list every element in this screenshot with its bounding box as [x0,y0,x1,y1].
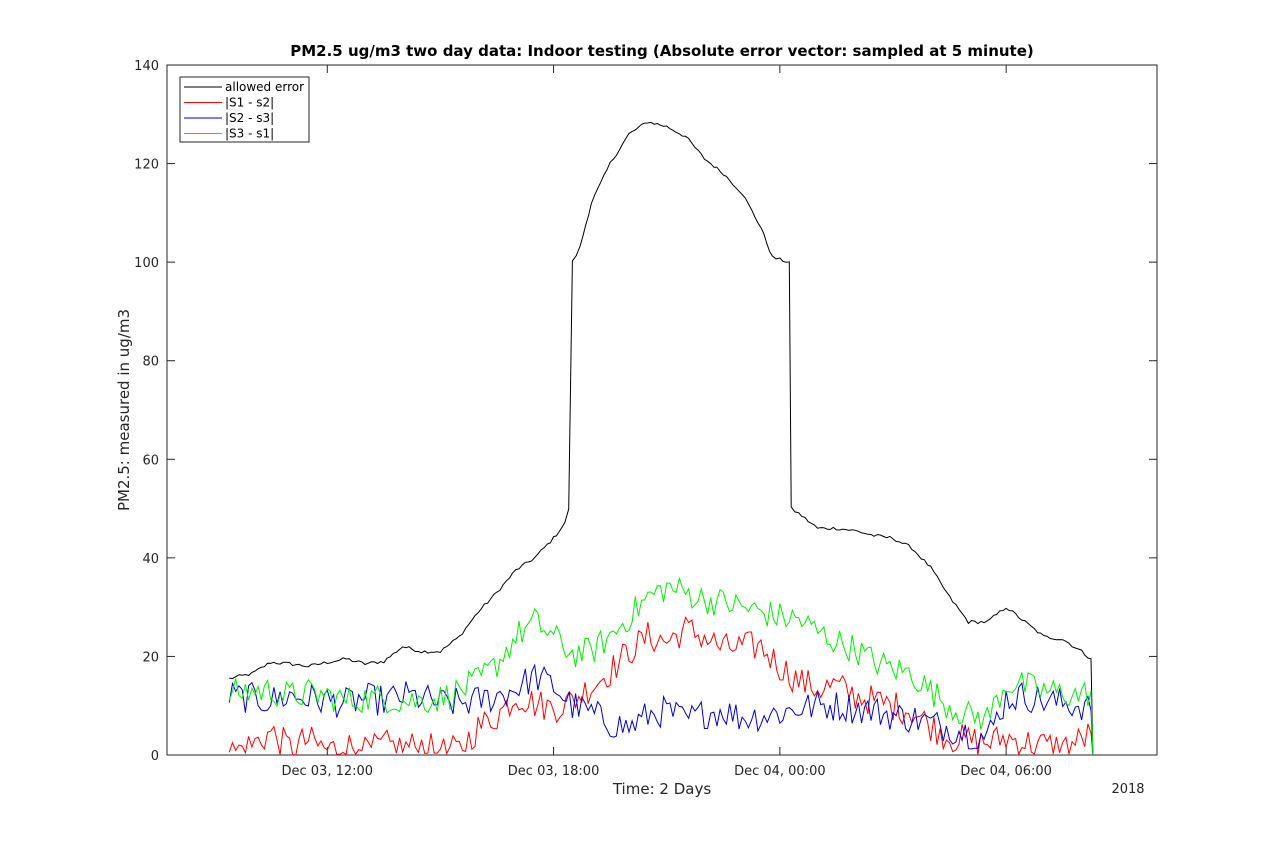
series-line-3 [228,576,1094,756]
axes-box [166,64,1158,756]
plot-area: 0 20 40 60 80 100 120 140 Dec 03, 12:00 Dec 03, 1… [134,59,1158,779]
y-axis-label: PM2.5: measured in ug/m3 [115,309,133,511]
legend-box [179,76,310,143]
y-tick-label: 60 [142,453,159,468]
series-line-2 [228,663,1094,756]
series-line-0 [229,121,1094,756]
y-tick-label: 20 [142,650,159,665]
legend-label: |S1 - s2| [225,96,274,110]
legend-label: |S3 - s1| [225,127,274,141]
legend-label: allowed error [225,80,304,94]
y-tick-label: 80 [142,355,159,370]
x-tick-label: Dec 03, 18:00 [508,764,600,779]
x-axis-label: Time: 2 Days [612,780,711,798]
x-tick-label: Dec 04, 06:00 [960,764,1052,779]
legend: allowed error |S1 - s2||S2 - s3| |S3 - s1| [179,76,310,143]
series-line-1 [228,616,1094,757]
x-axis-year-label: 2018 [1111,782,1144,797]
x-tick-label: Dec 03, 12:00 [282,764,374,779]
y-tick-label: 40 [142,552,159,567]
legend-label: |S2 - s3| [225,111,274,125]
y-tick-label: 0 [151,749,159,764]
x-tick-label: Dec 04, 00:00 [734,764,826,779]
y-tick-label: 140 [134,59,159,74]
y-tick-label: 100 [134,256,159,271]
y-tick-label: 120 [134,158,159,173]
chart-title: PM2.5 ug/m3 two day data: Indoor testing… [290,42,1034,60]
